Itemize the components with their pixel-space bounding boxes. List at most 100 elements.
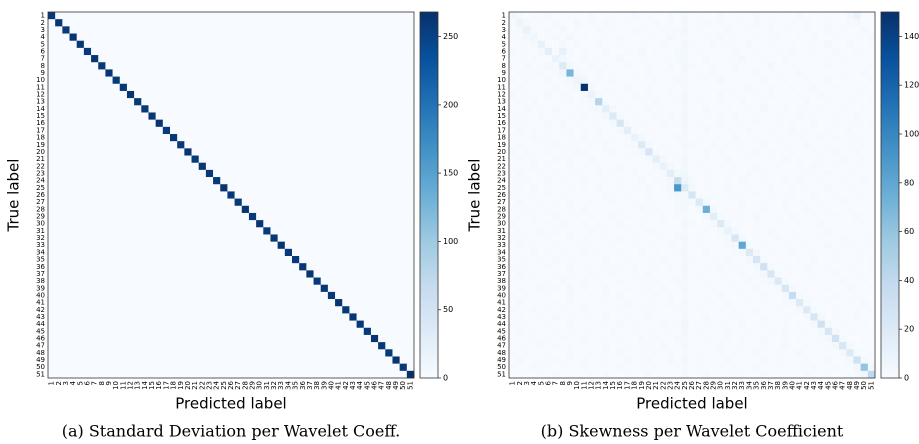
cell	[349, 69, 357, 77]
cell	[552, 184, 560, 192]
cell	[220, 55, 228, 63]
cell	[853, 69, 861, 77]
cell	[688, 248, 696, 257]
cell	[810, 241, 818, 250]
cell	[544, 98, 553, 106]
cell	[213, 306, 221, 314]
cell	[867, 284, 876, 293]
cell	[191, 212, 200, 221]
cell	[688, 212, 696, 221]
cell	[652, 169, 661, 178]
cell	[796, 227, 804, 235]
cell	[327, 256, 336, 264]
cell	[356, 83, 365, 92]
cell	[824, 291, 833, 300]
cell	[853, 270, 861, 278]
cell	[516, 33, 524, 42]
cell	[616, 284, 625, 293]
cell	[155, 370, 164, 379]
cell	[867, 119, 876, 128]
cell	[509, 55, 517, 63]
cell	[595, 177, 603, 185]
cell	[270, 277, 278, 286]
cell	[406, 126, 415, 135]
cell	[306, 148, 314, 156]
cell	[227, 141, 235, 149]
cell	[313, 162, 322, 171]
cell	[595, 184, 603, 192]
cell	[306, 47, 314, 56]
cell	[623, 220, 632, 228]
cell	[83, 327, 92, 336]
cell	[248, 334, 257, 343]
cell	[803, 306, 811, 314]
cell	[356, 191, 365, 199]
cell	[349, 320, 357, 329]
cell	[867, 248, 876, 257]
cell	[602, 291, 610, 300]
cell	[595, 263, 603, 271]
cell	[155, 263, 164, 271]
cell	[399, 162, 408, 171]
cell	[126, 184, 135, 192]
cell	[853, 112, 861, 120]
cell	[69, 177, 78, 185]
cell	[860, 248, 869, 257]
cell	[666, 169, 675, 178]
cell	[745, 320, 754, 329]
cell	[335, 248, 343, 257]
cell	[378, 356, 386, 364]
cell	[134, 227, 142, 235]
cell	[702, 248, 711, 257]
cell	[688, 227, 696, 235]
cell	[170, 141, 178, 149]
cell	[595, 69, 603, 77]
cell	[234, 55, 243, 63]
cell	[248, 205, 257, 214]
cell	[753, 198, 761, 207]
cell	[652, 162, 661, 171]
cell	[810, 119, 818, 128]
cell	[191, 234, 200, 242]
cell	[320, 47, 329, 56]
cell	[717, 327, 725, 336]
cell	[839, 241, 847, 250]
y-tick-label: 23	[36, 169, 45, 177]
cell	[767, 112, 775, 120]
cell	[638, 299, 646, 307]
cell	[602, 119, 610, 128]
cell	[724, 177, 732, 185]
y-tick-label: 11	[36, 83, 45, 91]
cell	[170, 212, 178, 221]
cell	[191, 55, 200, 63]
cell	[774, 291, 783, 300]
cell	[184, 270, 192, 278]
cell	[378, 83, 386, 92]
cell	[803, 177, 811, 185]
cell	[788, 277, 797, 286]
cell	[573, 26, 582, 34]
cell	[681, 263, 689, 271]
cell	[234, 349, 243, 357]
cell	[292, 212, 300, 221]
cell	[760, 90, 768, 99]
cell	[363, 370, 372, 379]
cell	[860, 270, 869, 278]
cell	[530, 212, 539, 221]
cell	[645, 33, 653, 42]
cell	[284, 327, 293, 336]
cell	[356, 284, 365, 293]
cell	[537, 148, 546, 156]
x-tick-label: 18	[170, 381, 178, 390]
cell	[666, 141, 675, 149]
cell	[810, 141, 818, 149]
cell	[213, 334, 221, 343]
cell	[831, 83, 840, 92]
cell	[702, 69, 711, 77]
cell	[148, 47, 156, 56]
cell	[119, 306, 128, 314]
cell	[810, 284, 818, 293]
cell	[198, 69, 207, 77]
cell	[709, 98, 718, 106]
cell	[363, 306, 372, 314]
